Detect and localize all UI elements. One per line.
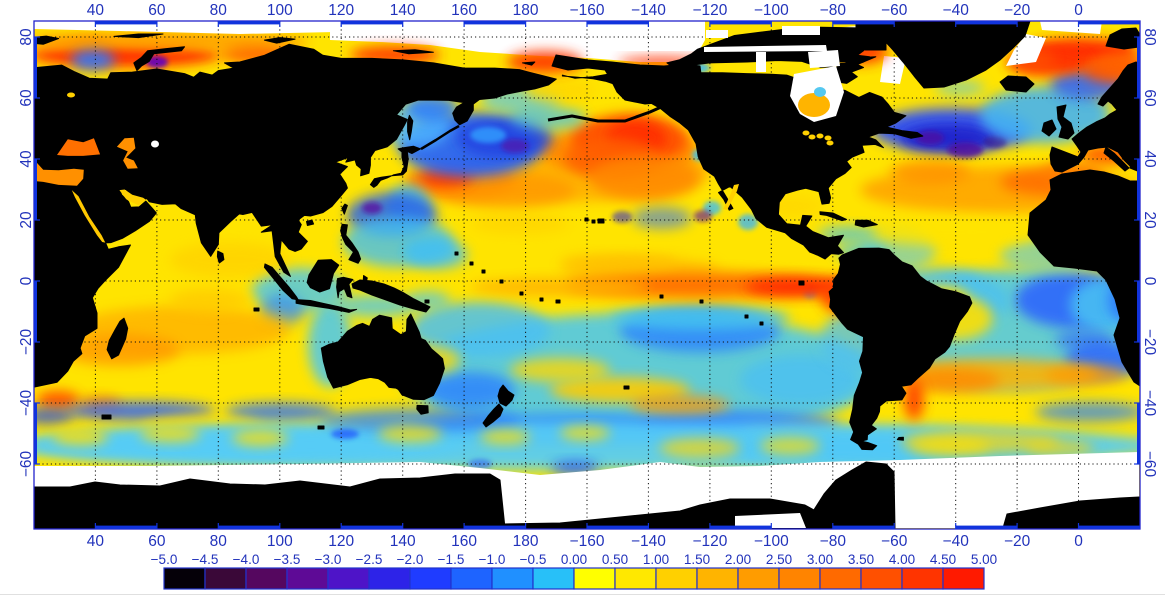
svg-text:−40: −40 [943,533,970,550]
svg-text:3.00: 3.00 [807,552,833,567]
svg-text:2.00: 2.00 [725,552,751,567]
svg-text:−60: −60 [1141,451,1158,478]
svg-text:−3.0: −3.0 [315,552,342,567]
svg-text:−80: −80 [820,533,847,550]
svg-text:−120: −120 [692,2,727,19]
svg-text:−40: −40 [1141,390,1158,417]
svg-text:−2.5: −2.5 [356,552,383,567]
svg-text:80: 80 [210,533,228,550]
svg-text:4.50: 4.50 [930,552,956,567]
svg-text:160: 160 [451,2,477,19]
svg-text:−140: −140 [631,2,666,19]
svg-text:4.00: 4.00 [889,552,915,567]
svg-text:−40: −40 [18,389,35,416]
svg-text:2.50: 2.50 [766,552,792,567]
svg-text:−1.0: −1.0 [479,552,506,567]
svg-text:80: 80 [18,28,35,46]
svg-text:140: 140 [390,533,416,550]
svg-text:40: 40 [87,533,105,550]
svg-text:80: 80 [1141,28,1158,46]
svg-text:−2.0: −2.0 [397,552,424,567]
svg-text:−40: −40 [943,2,970,19]
svg-text:0.00: 0.00 [561,552,587,567]
svg-text:0: 0 [1074,2,1083,19]
svg-text:−4.5: −4.5 [192,552,219,567]
svg-text:80: 80 [210,2,228,19]
svg-text:−20: −20 [1141,329,1158,356]
svg-text:60: 60 [1141,89,1158,107]
svg-text:1.00: 1.00 [643,552,669,567]
svg-text:−4.0: −4.0 [233,552,260,567]
svg-text:−160: −160 [570,533,605,550]
svg-text:0.50: 0.50 [602,552,628,567]
svg-text:20: 20 [18,211,35,229]
svg-text:−3.5: −3.5 [274,552,301,567]
svg-text:−140: −140 [631,533,666,550]
svg-text:40: 40 [18,150,35,168]
svg-text:120: 120 [328,2,354,19]
svg-text:−60: −60 [881,2,908,19]
svg-text:140: 140 [390,2,416,19]
svg-text:60: 60 [148,2,166,19]
svg-text:180: 180 [513,533,539,550]
svg-text:60: 60 [18,89,35,107]
svg-text:20: 20 [1141,211,1158,229]
svg-text:5.00: 5.00 [971,552,997,567]
svg-text:−5.0: −5.0 [151,552,178,567]
svg-text:−80: −80 [820,2,847,19]
svg-text:−60: −60 [881,533,908,550]
svg-text:160: 160 [451,533,477,550]
svg-text:120: 120 [328,533,354,550]
svg-text:−1.5: −1.5 [438,552,465,567]
svg-text:0: 0 [1074,533,1083,550]
svg-text:−20: −20 [18,328,35,355]
svg-text:−20: −20 [1004,2,1031,19]
svg-text:−160: −160 [570,2,605,19]
svg-text:0: 0 [1141,277,1158,286]
svg-text:40: 40 [87,2,105,19]
svg-text:100: 100 [267,533,293,550]
svg-text:3.50: 3.50 [848,552,874,567]
svg-text:−100: −100 [754,2,789,19]
svg-text:0: 0 [18,276,35,285]
svg-text:60: 60 [148,533,166,550]
svg-text:180: 180 [513,2,539,19]
svg-text:40: 40 [1141,150,1158,168]
svg-text:100: 100 [267,2,293,19]
svg-text:−20: −20 [1004,533,1031,550]
svg-text:−0.5: −0.5 [520,552,547,567]
svg-text:−100: −100 [754,533,789,550]
svg-text:1.50: 1.50 [684,552,710,567]
svg-text:−60: −60 [18,450,35,477]
svg-text:−120: −120 [692,533,727,550]
